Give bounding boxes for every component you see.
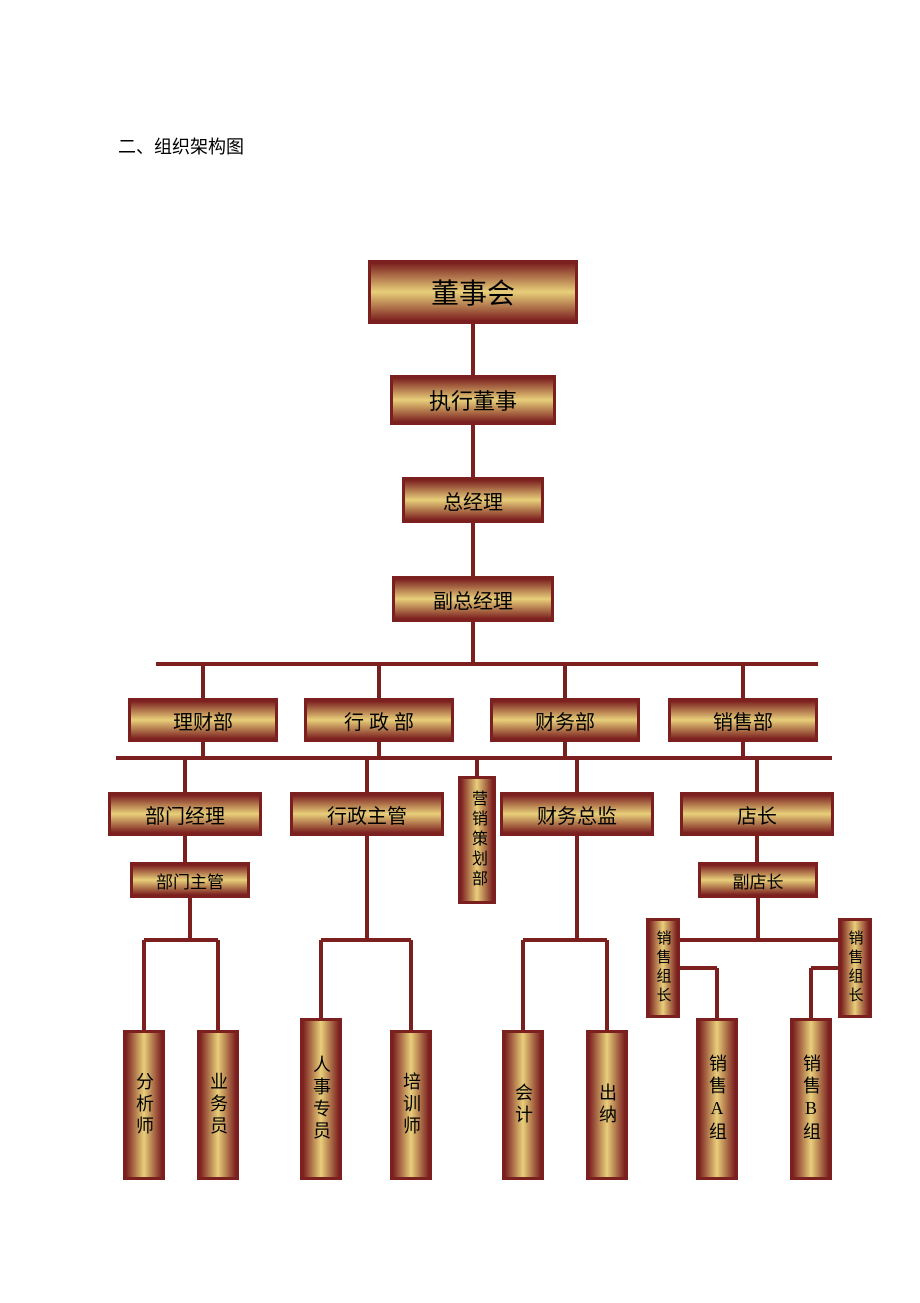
node-dept_admin: 行 政 部 [304,698,454,742]
node-asst_mgr: 副店长 [698,862,818,898]
node-sales_ldr_b: 销售组长 [838,918,872,1018]
node-sales_b: 销售B组 [790,1018,832,1180]
edge [321,836,411,1030]
node-dept_fin2: 财务部 [490,698,640,742]
node-analyst: 分析师 [123,1030,165,1180]
node-hr_spec: 人事专员 [300,1018,342,1180]
node-gm: 总经理 [402,477,544,523]
node-dept_sales: 销售部 [668,698,818,742]
node-mgr_admin: 行政主管 [290,792,444,836]
node-store_mgr: 店长 [680,792,834,836]
node-accountant: 会计 [502,1030,544,1180]
edge [523,836,607,1030]
node-cashier: 出纳 [586,1030,628,1180]
node-salesman: 业务员 [197,1030,239,1180]
node-dgm: 副总经理 [392,576,554,622]
node-sales_a: 销售A组 [696,1018,738,1180]
node-cfo: 财务总监 [500,792,654,836]
node-dept_fin1: 理财部 [128,698,278,742]
node-sup_dept: 部门主管 [130,862,250,898]
edge [144,898,218,1030]
node-board: 董事会 [368,260,578,324]
page-title: 二、组织架构图 [118,133,244,159]
node-trainer: 培训师 [390,1030,432,1180]
node-exec_dir: 执行董事 [390,375,556,425]
node-marketing: 营销策划部 [458,776,496,904]
node-sales_ldr_a: 销售组长 [646,918,680,1018]
edge [663,898,855,1018]
node-mgr_dept: 部门经理 [108,792,262,836]
